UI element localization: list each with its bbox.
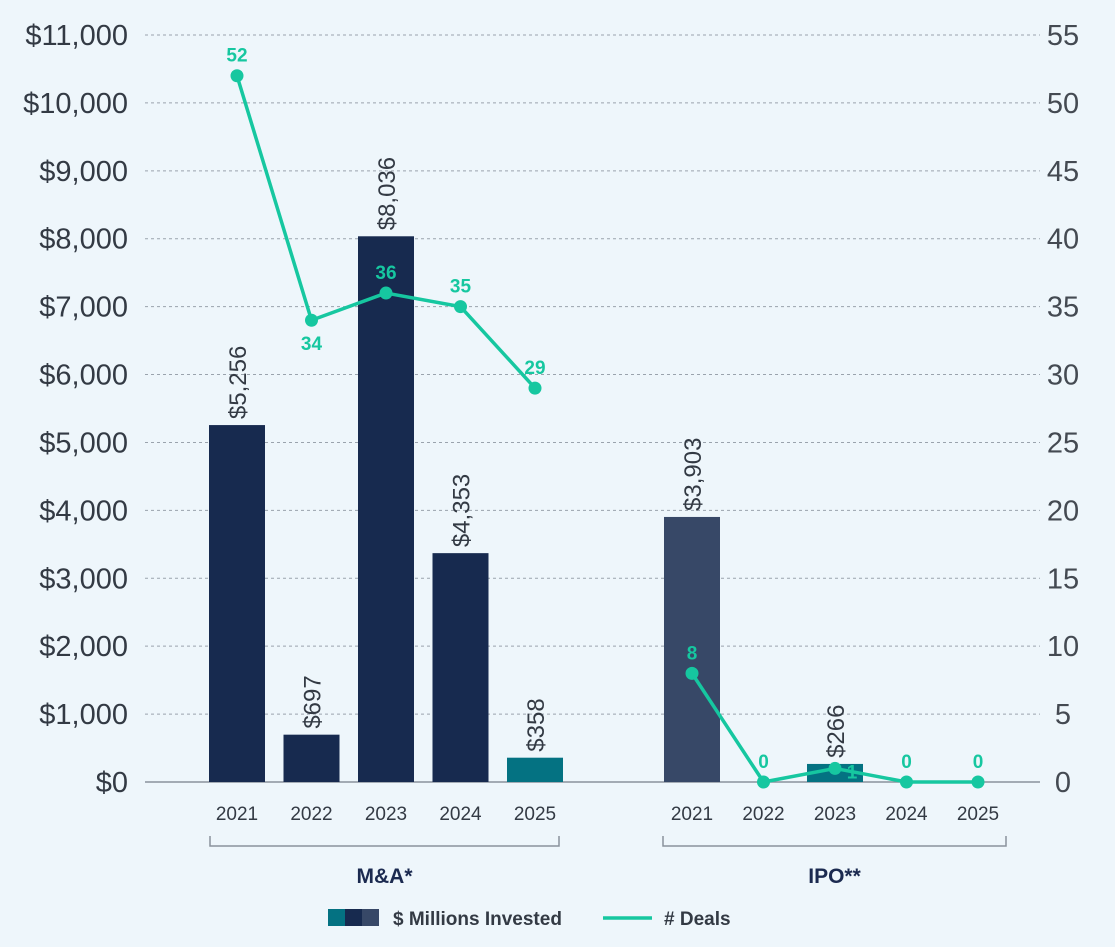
- legend-swatch-bar: [345, 909, 362, 926]
- y-axis-right: 0 5 10 15 20 25 30 35 40 45 50 55: [1047, 20, 1079, 799]
- deal-point: [379, 286, 393, 300]
- x-axis-ticks: 2021 2022 2023 2024 2025 2021 2022 2023 2024 2025: [216, 804, 999, 825]
- y-tick-right: 50: [1047, 88, 1079, 120]
- x-tick: 2025: [514, 804, 556, 825]
- deal-point: [528, 381, 542, 395]
- bar-ma-2024: [432, 553, 489, 782]
- y-tick-left: $10,000: [23, 88, 128, 120]
- y-tick-left: $6,000: [39, 360, 128, 392]
- deal-point: [230, 69, 244, 83]
- bar-value-label: $697: [300, 675, 327, 728]
- group-label: M&A*: [357, 865, 414, 888]
- y-tick-left: $0: [96, 767, 128, 799]
- deal-label: 35: [450, 277, 472, 298]
- legend-label-deals: # Deals: [664, 909, 731, 930]
- deal-point: [454, 300, 467, 314]
- bar-ma-2025: [507, 757, 563, 782]
- y-tick-right: 30: [1047, 360, 1079, 392]
- y-tick-right: 25: [1047, 427, 1079, 459]
- bar-value-label: $266: [823, 705, 850, 758]
- deal-point: [757, 775, 770, 789]
- y-tick-right: 40: [1047, 224, 1079, 256]
- bar-ma-2022: [283, 734, 340, 782]
- deal-point: [305, 313, 318, 327]
- y-tick-left: $8,000: [39, 224, 128, 256]
- y-tick-right: 45: [1047, 156, 1079, 188]
- x-tick: 2022: [290, 804, 332, 825]
- group-bracket: [209, 836, 560, 847]
- deal-label: 36: [375, 263, 396, 284]
- x-tick: 2022: [742, 804, 784, 825]
- deal-label: 0: [973, 752, 984, 773]
- y-tick-right: 15: [1047, 563, 1079, 595]
- legend-swatch-bar: [362, 909, 379, 926]
- group-label: IPO**: [808, 865, 861, 888]
- bar-ma-2023: [358, 236, 414, 783]
- deal-label: 0: [758, 752, 769, 773]
- gridlines: [145, 34, 1040, 783]
- x-tick: 2024: [885, 804, 928, 825]
- y-tick-right: 20: [1047, 495, 1079, 527]
- y-tick-right: 35: [1047, 292, 1079, 324]
- deal-label: 34: [301, 334, 323, 355]
- deal-point: [828, 761, 842, 775]
- x-tick: 2023: [365, 804, 407, 825]
- legend-label-invested: $ Millions Invested: [393, 909, 562, 930]
- bar-labels: $5,256 $697 $8,036 $4,353 $358 $3,903 $266: [225, 157, 850, 758]
- y-tick-left: $9,000: [39, 156, 128, 188]
- bar-ma-2021: [209, 425, 265, 782]
- group-bracket: [662, 836, 1007, 847]
- x-tick: 2024: [439, 804, 482, 825]
- y-tick-right: 10: [1047, 631, 1079, 663]
- legend: $ Millions Invested # Deals: [328, 909, 731, 930]
- x-tick: 2023: [814, 804, 856, 825]
- bar-value-label: $4,353: [449, 474, 476, 547]
- x-tick: 2025: [957, 804, 999, 825]
- deal-point: [971, 775, 985, 789]
- deal-label: 0: [901, 752, 912, 773]
- deal-lines: 52 34 36 35 29 8 0 1 0 0: [226, 46, 985, 789]
- y-tick-right: 0: [1055, 767, 1071, 799]
- legend-swatch-bar: [328, 909, 345, 926]
- deal-label: 29: [524, 358, 545, 379]
- bar-value-label: $3,903: [680, 438, 707, 511]
- deal-label: 8: [687, 643, 698, 664]
- y-axis-left: $0 $1,000 $2,000 $3,000 $4,000 $5,000 $6,000 $7…: [23, 20, 128, 799]
- bar-value-label: $358: [523, 698, 550, 751]
- group-brackets: M&A* IPO**: [209, 836, 1007, 888]
- deal-label: 52: [226, 46, 247, 67]
- deal-label: 1: [847, 762, 858, 783]
- y-tick-left: $1,000: [39, 699, 128, 731]
- y-tick-left: $5,000: [39, 427, 128, 459]
- y-tick-left: $4,000: [39, 495, 128, 527]
- y-tick-left: $11,000: [25, 20, 128, 52]
- x-tick: 2021: [216, 804, 258, 825]
- y-tick-left: $3,000: [39, 563, 128, 595]
- bar-ipo-2021: [664, 516, 720, 782]
- bar-value-label: $8,036: [374, 157, 401, 230]
- y-tick-left: $7,000: [39, 292, 128, 324]
- y-tick-right: 55: [1047, 20, 1079, 52]
- bar-value-label: $5,256: [225, 346, 252, 419]
- deal-point: [900, 775, 913, 789]
- x-tick: 2021: [671, 804, 713, 825]
- deal-point: [685, 666, 699, 680]
- y-tick-right: 5: [1055, 699, 1071, 731]
- y-tick-left: $2,000: [39, 631, 128, 663]
